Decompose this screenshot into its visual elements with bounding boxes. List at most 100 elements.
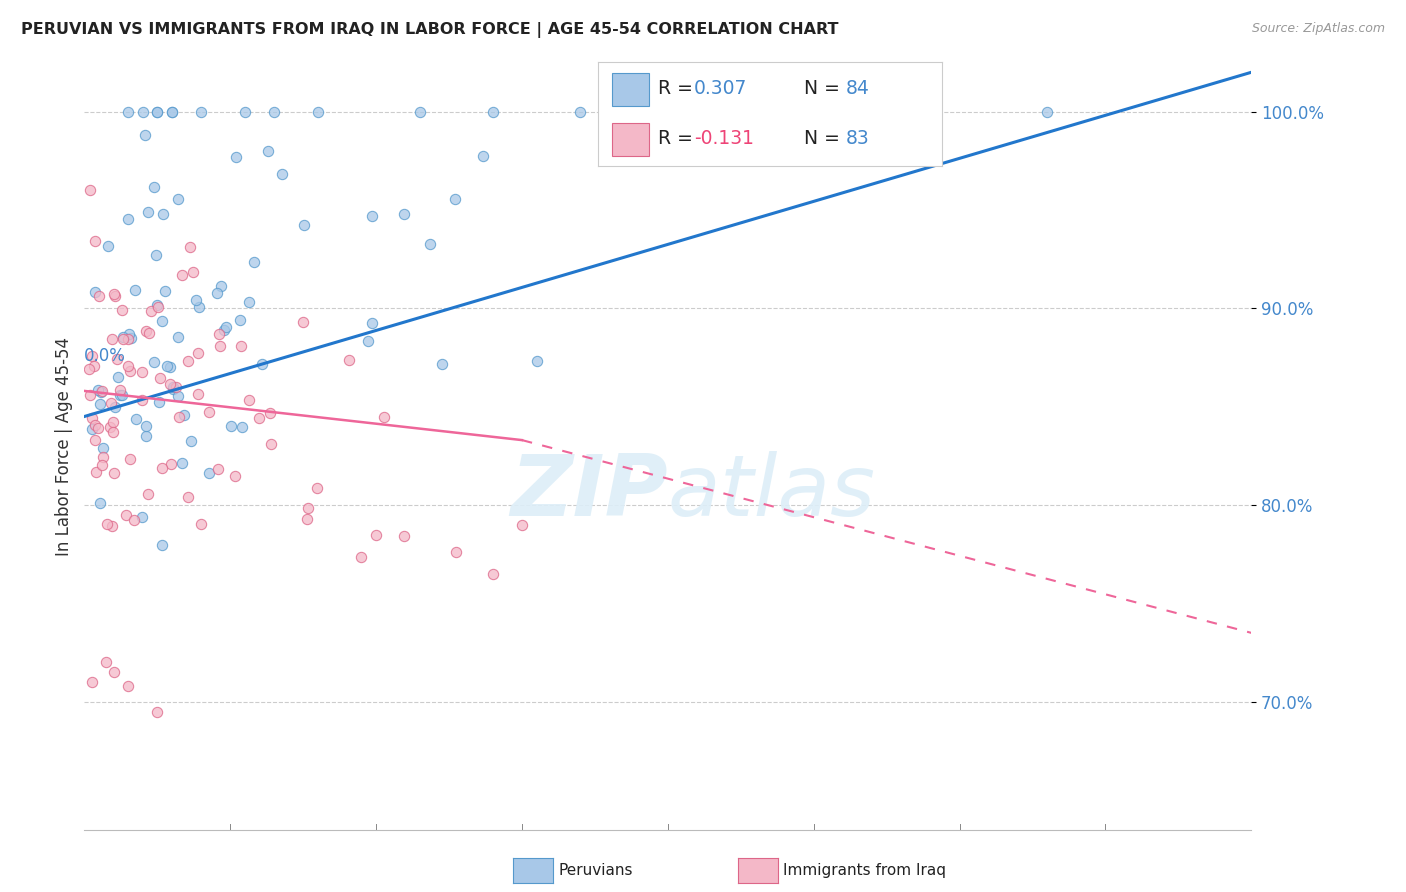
Point — [198, 405, 221, 419]
Point — [307, 104, 329, 119]
Point — [84, 465, 107, 479]
Point — [103, 425, 125, 440]
Text: Immigrants from Iraq: Immigrants from Iraq — [783, 863, 946, 878]
Point — [179, 240, 201, 254]
Point — [263, 104, 285, 119]
Point — [159, 359, 181, 374]
Point — [162, 380, 184, 394]
Point — [187, 345, 209, 359]
Point — [117, 679, 139, 693]
Point — [205, 286, 228, 301]
Point — [115, 508, 138, 522]
Point — [190, 516, 212, 531]
Point — [103, 466, 125, 480]
Point — [148, 301, 170, 315]
Point — [118, 326, 141, 341]
Point — [167, 389, 190, 403]
Point — [257, 145, 280, 159]
Point — [131, 392, 153, 407]
Point — [160, 104, 183, 119]
Point — [409, 104, 432, 119]
Point — [242, 255, 264, 269]
Point — [198, 466, 221, 480]
Point — [292, 218, 315, 232]
Point — [259, 437, 281, 451]
Point — [83, 285, 105, 299]
Point — [150, 314, 173, 328]
Point — [134, 128, 156, 142]
Point — [107, 370, 129, 384]
Point — [101, 519, 124, 533]
Text: Peruvians: Peruvians — [558, 863, 633, 878]
Y-axis label: In Labor Force | Age 45-54: In Labor Force | Age 45-54 — [55, 336, 73, 556]
Point — [209, 278, 232, 293]
Point — [146, 705, 169, 719]
Point — [233, 104, 256, 119]
Point — [471, 149, 494, 163]
Point — [337, 352, 360, 367]
Point — [366, 527, 388, 541]
Point — [180, 434, 202, 448]
Point — [89, 496, 111, 510]
Point — [165, 380, 187, 394]
Point — [103, 415, 125, 429]
Point — [98, 419, 121, 434]
Point — [156, 359, 179, 373]
Point — [124, 412, 146, 426]
Point — [209, 339, 232, 353]
Point — [142, 180, 165, 194]
Point — [104, 289, 127, 303]
Point — [173, 408, 195, 422]
Point — [627, 104, 650, 119]
Point — [231, 420, 253, 434]
Point — [101, 332, 124, 346]
Text: 0.0%: 0.0% — [84, 347, 127, 365]
Point — [96, 516, 118, 531]
Point — [108, 388, 131, 402]
Point — [146, 104, 169, 119]
Point — [80, 350, 103, 364]
Point — [96, 656, 118, 670]
Point — [229, 312, 252, 326]
Point — [97, 239, 120, 253]
Point — [83, 418, 105, 433]
Point — [215, 320, 238, 334]
Point — [132, 104, 155, 119]
Point — [187, 300, 209, 314]
Point — [118, 451, 141, 466]
Point — [373, 409, 395, 424]
Point — [135, 429, 157, 443]
Point — [111, 330, 134, 344]
Point — [214, 323, 236, 337]
Point — [105, 351, 128, 366]
Point — [124, 283, 146, 297]
Point — [91, 450, 114, 464]
Point — [87, 421, 110, 435]
Point — [150, 460, 173, 475]
Point — [350, 549, 373, 564]
Point — [361, 210, 384, 224]
Text: Source: ZipAtlas.com: Source: ZipAtlas.com — [1251, 22, 1385, 36]
Point — [482, 566, 505, 581]
Point — [108, 383, 131, 397]
Point — [444, 545, 467, 559]
Point — [143, 355, 166, 369]
Point — [167, 330, 190, 344]
Point — [177, 491, 200, 505]
Point — [160, 458, 183, 472]
Point — [1036, 104, 1059, 119]
Point — [80, 422, 103, 436]
Point — [229, 339, 252, 353]
Point — [117, 104, 139, 119]
Point — [145, 248, 167, 262]
Point — [136, 487, 159, 501]
Text: PERUVIAN VS IMMIGRANTS FROM IRAQ IN LABOR FORCE | AGE 45-54 CORRELATION CHART: PERUVIAN VS IMMIGRANTS FROM IRAQ IN LABO… — [21, 22, 838, 38]
Point — [207, 462, 229, 476]
Point — [77, 361, 100, 376]
Point — [419, 236, 441, 251]
Point — [181, 265, 204, 279]
Point — [482, 104, 505, 119]
Point — [270, 167, 292, 181]
Point — [392, 207, 415, 221]
Point — [526, 353, 548, 368]
